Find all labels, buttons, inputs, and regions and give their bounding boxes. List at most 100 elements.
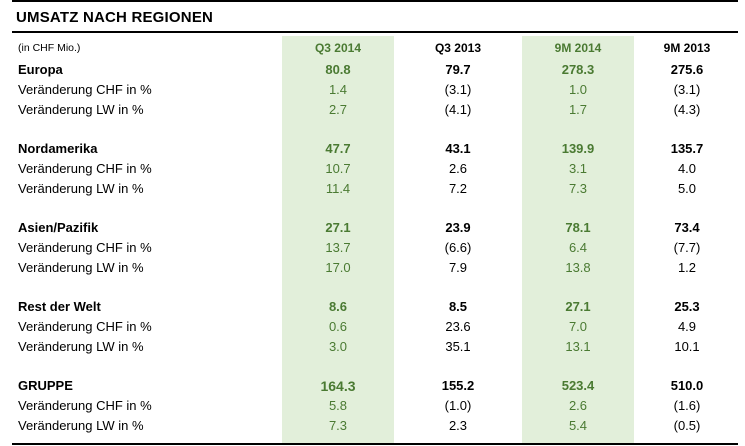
value-q3-2014: 2.7 [328, 102, 348, 117]
value-9m-2014: 5.4 [568, 418, 588, 433]
value-9m-2014: 27.1 [565, 299, 591, 314]
value-q3-2013: (6.6) [444, 240, 472, 255]
unit-label: (in CHF Mio.) [18, 42, 81, 54]
value-9m-2013: 73.4 [674, 220, 700, 235]
change-row: Veränderung CHF in % 1.4 (3.1) 1.0 (3.1) [12, 80, 738, 100]
value-q3-2013: 35.1 [445, 339, 471, 354]
region-name: Rest der Welt [18, 299, 101, 314]
region-name: Nordamerika [18, 141, 98, 156]
value-9m-2013: 5.0 [677, 181, 697, 196]
value-9m-2014: 523.4 [561, 378, 595, 393]
value-q3-2013: 7.9 [448, 260, 468, 275]
value-q3-2013: 8.5 [448, 299, 468, 314]
value-q3-2014: 5.8 [328, 398, 348, 413]
region-row: Europa 80.8 79.7 278.3 275.6 [12, 60, 738, 80]
value-q3-2013: 2.3 [448, 418, 468, 433]
value-q3-2014: 10.7 [325, 161, 351, 176]
value-q3-2013: 155.2 [441, 378, 475, 393]
change-row: Veränderung CHF in % 13.7 (6.6) 6.4 (7.7) [12, 238, 738, 258]
value-9m-2014: 2.6 [568, 398, 588, 413]
value-q3-2013: 79.7 [445, 62, 471, 77]
column-header-q3-2014: Q3 2014 [314, 41, 362, 55]
value-9m-2013: (4.3) [673, 102, 701, 117]
change-row: Veränderung LW in % 11.4 7.2 7.3 5.0 [12, 179, 738, 199]
row-label: Veränderung CHF in % [18, 82, 152, 97]
value-9m-2013: (3.1) [673, 82, 701, 97]
row-label: Veränderung CHF in % [18, 240, 152, 255]
value-q3-2013: 43.1 [445, 141, 471, 156]
value-q3-2014: 3.0 [328, 339, 348, 354]
table-title: UMSATZ NACH REGIONEN [16, 9, 214, 26]
value-9m-2014: 3.1 [568, 161, 588, 176]
row-label: Veränderung LW in % [18, 102, 144, 117]
value-9m-2013: 25.3 [674, 299, 700, 314]
value-q3-2014: 17.0 [325, 260, 351, 275]
table-title-bar: UMSATZ NACH REGIONEN [12, 0, 738, 33]
value-9m-2014: 6.4 [568, 240, 588, 255]
value-9m-2014: 78.1 [565, 220, 591, 235]
value-q3-2013: (1.0) [444, 398, 472, 413]
value-q3-2014: 7.3 [328, 418, 348, 433]
region-row: Asien/Pazifik 27.1 23.9 78.1 73.4 [12, 218, 738, 238]
column-header-9m-2013: 9M 2013 [663, 41, 711, 55]
value-q3-2013: (4.1) [444, 102, 472, 117]
value-9m-2013: 1.2 [677, 260, 697, 275]
value-q3-2014: 1.4 [328, 82, 348, 97]
row-label: Veränderung LW in % [18, 260, 144, 275]
value-q3-2013: 7.2 [448, 181, 468, 196]
value-9m-2014: 1.0 [568, 82, 588, 97]
value-q3-2014: 13.7 [325, 240, 351, 255]
region-name: GRUPPE [18, 378, 73, 393]
value-q3-2013: 23.9 [445, 220, 471, 235]
header-row: (in CHF Mio.) Q3 2014 Q3 2013 9M 2014 9M… [12, 38, 738, 58]
region-name: Europa [18, 62, 63, 77]
row-label: Veränderung LW in % [18, 339, 144, 354]
value-9m-2013: 10.1 [674, 339, 700, 354]
value-9m-2014: 13.8 [565, 260, 591, 275]
region-row: Nordamerika 47.7 43.1 139.9 135.7 [12, 139, 738, 159]
value-9m-2013: 135.7 [670, 141, 704, 156]
row-label: Veränderung CHF in % [18, 398, 152, 413]
row-label: Veränderung CHF in % [18, 319, 152, 334]
value-9m-2014: 139.9 [561, 141, 595, 156]
value-9m-2013: (0.5) [673, 418, 701, 433]
value-q3-2014: 47.7 [325, 141, 351, 156]
value-9m-2013: 275.6 [670, 62, 704, 77]
highlight-column-q3-2014 [282, 36, 394, 444]
column-header-q3-2013: Q3 2013 [434, 41, 482, 55]
value-9m-2014: 7.0 [568, 319, 588, 334]
value-q3-2013: (3.1) [444, 82, 472, 97]
region-row: GRUPPE 164.3 155.2 523.4 510.0 [12, 376, 738, 396]
change-row: Veränderung CHF in % 5.8 (1.0) 2.6 (1.6) [12, 396, 738, 416]
bottom-rule [12, 443, 738, 445]
change-row: Veränderung CHF in % 0.6 23.6 7.0 4.9 [12, 317, 738, 337]
value-q3-2014: 8.6 [328, 299, 348, 314]
value-q3-2013: 2.6 [448, 161, 468, 176]
row-label: Veränderung CHF in % [18, 161, 152, 176]
change-row: Veränderung CHF in % 10.7 2.6 3.1 4.0 [12, 159, 738, 179]
row-label: Veränderung LW in % [18, 418, 144, 433]
revenue-table: UMSATZ NACH REGIONEN (in CHF Mio.) Q3 20… [12, 0, 738, 446]
value-9m-2014: 7.3 [568, 181, 588, 196]
change-row: Veränderung LW in % 17.0 7.9 13.8 1.2 [12, 258, 738, 278]
region-row: Rest der Welt 8.6 8.5 27.1 25.3 [12, 297, 738, 317]
value-9m-2014: 1.7 [568, 102, 588, 117]
value-q3-2014: 0.6 [328, 319, 348, 334]
change-row: Veränderung LW in % 2.7 (4.1) 1.7 (4.3) [12, 100, 738, 120]
value-q3-2014: 11.4 [325, 181, 351, 196]
region-name: Asien/Pazifik [18, 220, 99, 235]
value-9m-2013: 4.9 [677, 319, 697, 334]
value-q3-2014: 27.1 [325, 220, 351, 235]
value-9m-2013: (7.7) [673, 240, 701, 255]
value-9m-2013: (1.6) [673, 398, 701, 413]
value-q3-2013: 23.6 [445, 319, 471, 334]
change-row: Veränderung LW in % 7.3 2.3 5.4 (0.5) [12, 416, 738, 436]
row-label: Veränderung LW in % [18, 181, 144, 196]
value-9m-2014: 278.3 [561, 62, 595, 77]
highlight-column-9m-2014 [522, 36, 634, 444]
value-9m-2013: 4.0 [677, 161, 697, 176]
change-row: Veränderung LW in % 3.0 35.1 13.1 10.1 [12, 337, 738, 357]
value-9m-2014: 13.1 [565, 339, 591, 354]
value-q3-2014: 80.8 [325, 62, 351, 77]
value-9m-2013: 510.0 [670, 378, 704, 393]
